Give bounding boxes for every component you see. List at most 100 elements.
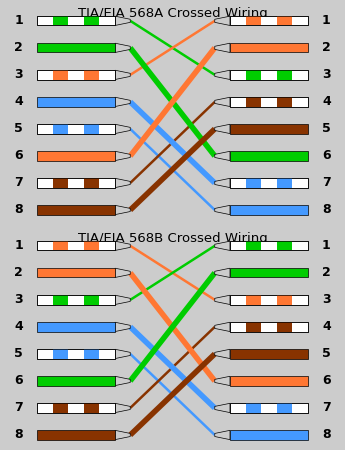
Polygon shape [215, 70, 230, 80]
Bar [230, 403, 308, 413]
Bar [246, 16, 261, 26]
Bar [84, 70, 99, 80]
Bar [37, 70, 115, 80]
Bar [53, 16, 68, 26]
Bar [277, 178, 292, 188]
Bar [277, 97, 292, 107]
Text: 6: 6 [322, 374, 331, 387]
Text: 2: 2 [14, 266, 23, 279]
Text: 1: 1 [322, 14, 331, 27]
Polygon shape [215, 430, 230, 440]
Bar [37, 403, 115, 413]
Text: 5: 5 [14, 347, 23, 360]
Bar [37, 349, 115, 359]
Bar [53, 70, 68, 80]
Bar [246, 403, 261, 413]
Bar [37, 241, 115, 251]
Bar [277, 16, 292, 26]
Bar [277, 70, 292, 80]
Bar [37, 241, 115, 251]
Text: TIA/EIA 568B Crossed Wiring: TIA/EIA 568B Crossed Wiring [78, 232, 267, 245]
Polygon shape [215, 16, 230, 26]
Bar [230, 151, 308, 161]
Bar [230, 430, 308, 440]
Polygon shape [215, 349, 230, 359]
Bar [37, 70, 115, 80]
Polygon shape [115, 97, 130, 107]
Polygon shape [115, 268, 130, 278]
Bar [53, 241, 68, 251]
Text: 7: 7 [322, 401, 331, 414]
Polygon shape [115, 295, 130, 305]
Bar [230, 322, 308, 332]
Bar [230, 178, 308, 188]
Bar [277, 403, 292, 413]
Text: 4: 4 [14, 320, 23, 333]
Bar [37, 349, 115, 359]
Bar [230, 322, 308, 332]
Bar [230, 97, 308, 107]
Text: 7: 7 [322, 176, 331, 189]
Polygon shape [215, 205, 230, 215]
Bar [277, 322, 292, 332]
Bar [230, 178, 308, 188]
Bar [84, 178, 99, 188]
Polygon shape [115, 349, 130, 359]
Bar [37, 124, 115, 134]
Text: 7: 7 [14, 401, 23, 414]
Polygon shape [115, 403, 130, 413]
Polygon shape [115, 322, 130, 332]
Bar [246, 70, 261, 80]
Text: 2: 2 [14, 41, 23, 54]
Polygon shape [215, 178, 230, 188]
Bar [246, 295, 261, 305]
Bar [84, 349, 99, 359]
Bar [246, 178, 261, 188]
Polygon shape [215, 241, 230, 251]
Text: 7: 7 [14, 176, 23, 189]
Polygon shape [215, 268, 230, 278]
Text: 1: 1 [14, 14, 23, 27]
Bar [37, 178, 115, 188]
Bar [230, 268, 308, 278]
Bar [37, 403, 115, 413]
Polygon shape [115, 205, 130, 215]
Polygon shape [115, 43, 130, 53]
Polygon shape [215, 124, 230, 134]
Polygon shape [115, 241, 130, 251]
Bar [53, 295, 68, 305]
Bar [37, 205, 115, 215]
Bar [53, 349, 68, 359]
Polygon shape [215, 97, 230, 107]
Bar [37, 178, 115, 188]
Bar [84, 124, 99, 134]
Text: 2: 2 [322, 41, 331, 54]
Text: 1: 1 [322, 239, 331, 252]
Bar [84, 403, 99, 413]
Bar [246, 97, 261, 107]
Bar [230, 16, 308, 26]
Text: 2: 2 [322, 266, 331, 279]
Bar [37, 322, 115, 332]
Bar [230, 349, 308, 359]
Bar [230, 16, 308, 26]
Polygon shape [215, 403, 230, 413]
Polygon shape [115, 70, 130, 80]
Polygon shape [215, 151, 230, 161]
Bar [84, 16, 99, 26]
Bar [84, 241, 99, 251]
Text: 8: 8 [14, 203, 23, 216]
Text: 3: 3 [14, 68, 23, 81]
Bar [230, 70, 308, 80]
Bar [230, 205, 308, 215]
Bar [37, 16, 115, 26]
Text: 4: 4 [14, 95, 23, 108]
Text: 3: 3 [322, 68, 331, 81]
Bar [246, 241, 261, 251]
Text: 6: 6 [14, 374, 23, 387]
Text: 4: 4 [322, 320, 331, 333]
Bar [37, 430, 115, 440]
Polygon shape [215, 376, 230, 386]
Polygon shape [115, 430, 130, 440]
Bar [53, 178, 68, 188]
